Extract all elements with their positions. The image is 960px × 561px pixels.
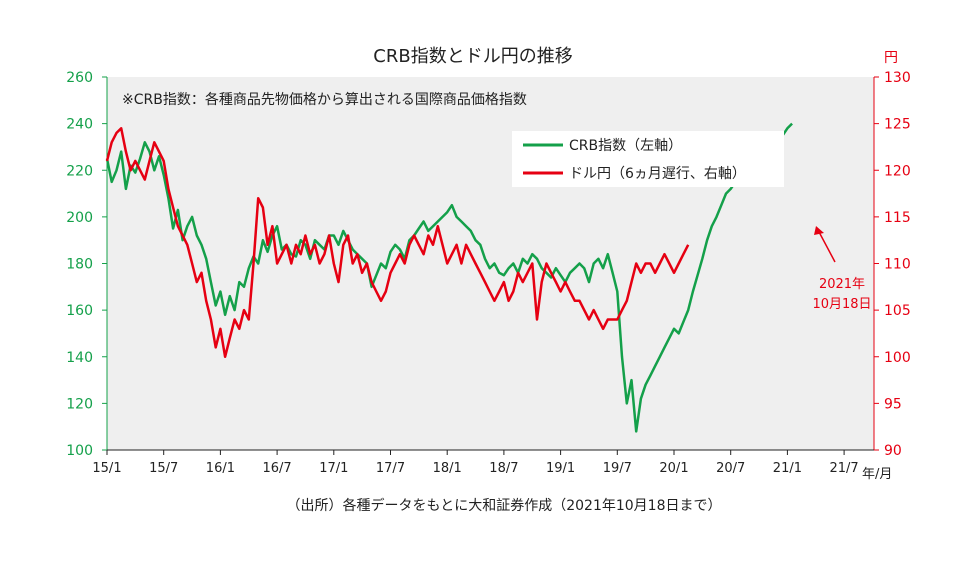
source-note: （出所）各種データをもとに大和証券作成（2021年10月18日まで） — [287, 497, 722, 514]
legend-label-usdjpy: ドル円（6ヵ月遅行、右軸） — [569, 166, 746, 182]
left-tick-label: 180 — [66, 257, 93, 273]
annotation-arrow-line — [817, 229, 836, 263]
x-axis-unit: 年/月 — [862, 467, 892, 482]
annotation-arrow-head — [814, 226, 824, 235]
legend-label-crb: CRB指数（左軸） — [569, 138, 682, 154]
left-tick-label: 160 — [66, 303, 93, 319]
annotation-date-year: 2021年 — [819, 277, 865, 292]
x-tick-label: 21/1 — [773, 461, 802, 476]
right-tick-label: 125 — [884, 117, 911, 133]
series-lines — [105, 122, 793, 433]
left-tick-label: 100 — [66, 443, 93, 459]
left-axis: 100 120 140 160 180 200 220 240 260 — [66, 70, 108, 459]
right-tick-label: 110 — [884, 257, 911, 273]
series-line-crb — [105, 122, 793, 433]
x-tick-label: 17/1 — [319, 461, 348, 476]
annotation: 2021年 10月18日 — [812, 226, 872, 312]
x-axis: 15/1 15/7 16/1 16/7 17/1 17/7 18/1 18/7 19/1 19/7… — [92, 449, 874, 476]
x-tick-label: 17/7 — [376, 461, 405, 476]
right-tick-label: 90 — [884, 443, 902, 459]
x-tick-label: 18/1 — [433, 461, 462, 476]
x-tick-label: 15/7 — [149, 461, 178, 476]
right-tick-label: 130 — [884, 70, 911, 86]
right-axis-unit: 円 — [884, 50, 898, 66]
x-tick-label: 21/7 — [829, 461, 858, 476]
right-tick-label: 115 — [884, 210, 911, 226]
annotation-date-day: 10月18日 — [812, 297, 871, 312]
series-line-usdjpy — [105, 127, 690, 359]
x-tick-label: 15/1 — [92, 461, 121, 476]
x-tick-label: 20/1 — [659, 461, 688, 476]
x-tick-label: 16/1 — [206, 461, 235, 476]
left-tick-label: 140 — [66, 350, 93, 366]
chart-title: CRB指数とドル円の推移 — [373, 46, 572, 67]
left-tick-label: 260 — [66, 70, 93, 86]
x-tick-label: 20/7 — [716, 461, 745, 476]
legend-box — [512, 131, 784, 187]
x-tick-label: 18/7 — [489, 461, 518, 476]
right-tick-label: 105 — [884, 303, 911, 319]
right-tick-label: 95 — [884, 396, 902, 412]
left-tick-label: 200 — [66, 210, 93, 226]
x-tick-label: 19/1 — [546, 461, 575, 476]
legend: CRB指数（左軸） ドル円（6ヵ月遅行、右軸） — [512, 131, 784, 187]
right-axis: 90 95 100 105 110 115 120 125 130 — [873, 70, 911, 459]
right-tick-label: 120 — [884, 163, 911, 179]
right-tick-label: 100 — [884, 350, 911, 366]
chart-note: ※CRB指数：各種商品先物価格から算出される国際商品価格指数 — [122, 92, 527, 108]
x-tick-label: 19/7 — [603, 461, 632, 476]
left-tick-label: 120 — [66, 396, 93, 412]
left-tick-label: 240 — [66, 117, 93, 133]
left-tick-label: 220 — [66, 163, 93, 179]
x-tick-label: 16/7 — [262, 461, 291, 476]
